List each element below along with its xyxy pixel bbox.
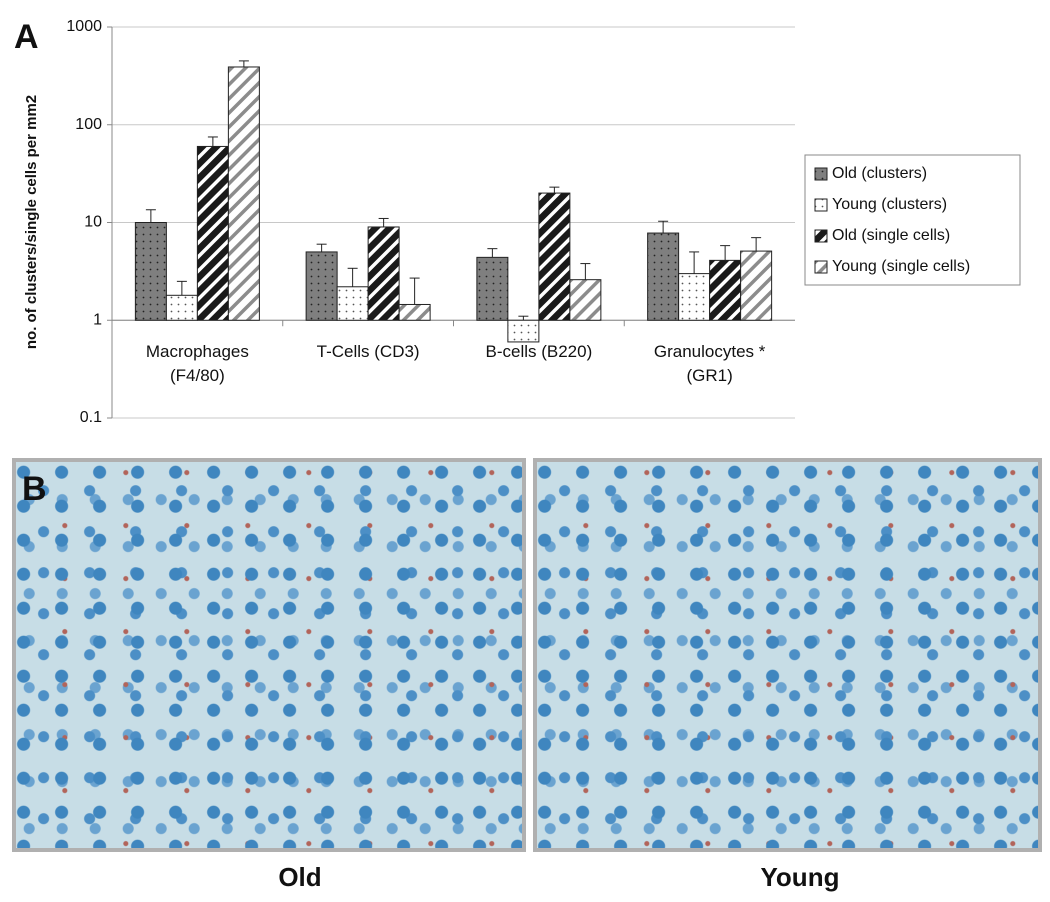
- legend-label: Old (single cells): [832, 227, 950, 244]
- micrograph-young: [533, 458, 1042, 852]
- caption: Old: [278, 862, 322, 892]
- legend-swatch: [814, 167, 828, 181]
- legend-swatch: [814, 198, 828, 212]
- bar: [227, 66, 260, 321]
- y-axis-title: no. of clusters/single cells per mm2: [23, 95, 40, 349]
- x-tick-label: B-cells (B220): [485, 342, 593, 362]
- y-tick-label: 0.1: [80, 409, 102, 426]
- y-tick-label: 1: [93, 311, 102, 328]
- bar: [196, 145, 229, 321]
- panel-label: B: [22, 470, 47, 508]
- x-tick-label: Macrophages (F4/80): [145, 342, 249, 386]
- caption: Young: [760, 862, 840, 892]
- bar: [476, 256, 509, 321]
- bar: [336, 286, 369, 321]
- bar: [569, 279, 602, 321]
- panel-label: A: [14, 18, 39, 56]
- bar: [507, 319, 540, 343]
- legend-box: [804, 154, 1021, 286]
- x-tick-label: Granulocytes * (GR1): [653, 342, 766, 386]
- bar: [165, 294, 198, 321]
- micrograph-old: [12, 458, 526, 852]
- bar: [398, 303, 431, 321]
- chart: no. of clusters/single cells per mm2 0.1…: [23, 18, 1021, 426]
- legend-label: Young (single cells): [832, 258, 970, 275]
- bar: [740, 250, 773, 321]
- bar: [709, 259, 742, 321]
- bar: [678, 273, 711, 321]
- bar: [305, 251, 338, 321]
- legend-label: Young (clusters): [832, 196, 947, 213]
- bar: [367, 226, 400, 321]
- x-tick-label: T-Cells (CD3): [316, 342, 420, 362]
- bar: [647, 232, 680, 321]
- legend-label: Old (clusters): [832, 165, 927, 182]
- bar: [538, 192, 571, 321]
- legend-swatch: [814, 229, 828, 243]
- bar: [134, 222, 167, 321]
- y-tick-label: 10: [84, 214, 102, 231]
- y-tick-label: 1000: [66, 18, 102, 35]
- y-tick-label: 100: [75, 116, 102, 133]
- legend-swatch: [814, 260, 828, 274]
